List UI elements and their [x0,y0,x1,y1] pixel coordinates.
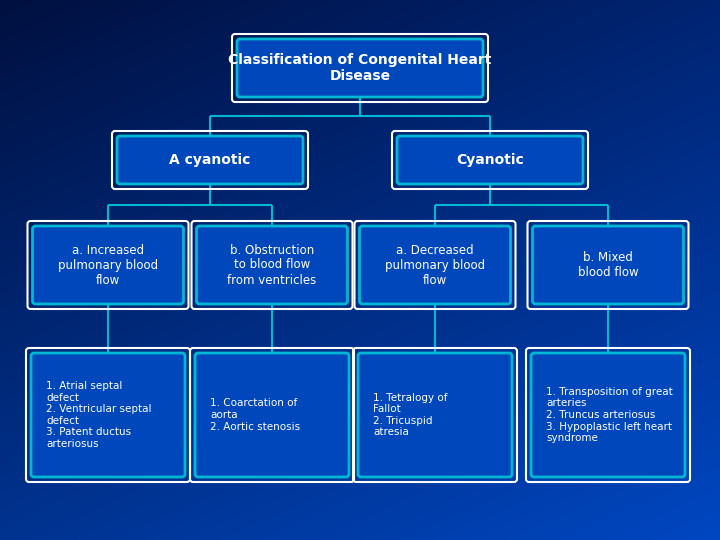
Text: 1. Transposition of great
arteries
2. Truncus arteriosus
3. Hypoplastic left hea: 1. Transposition of great arteries 2. Tr… [546,387,672,443]
FancyBboxPatch shape [31,353,185,477]
FancyBboxPatch shape [359,226,510,304]
FancyBboxPatch shape [397,136,583,184]
FancyBboxPatch shape [195,353,349,477]
Text: A cyanotic: A cyanotic [169,153,251,167]
Text: 1. Coarctation of
aorta
2. Aortic stenosis: 1. Coarctation of aorta 2. Aortic stenos… [210,399,300,431]
Text: 1. Tetralogy of
Fallot
2. Tricuspid
atresia: 1. Tetralogy of Fallot 2. Tricuspid atre… [373,393,448,437]
Text: 1. Atrial septal
defect
2. Ventricular septal
defect
3. Patent ductus
arteriosus: 1. Atrial septal defect 2. Ventricular s… [46,381,151,449]
FancyBboxPatch shape [358,353,512,477]
Text: b. Obstruction
to blood flow
from ventricles: b. Obstruction to blood flow from ventri… [228,244,317,287]
FancyBboxPatch shape [117,136,303,184]
FancyBboxPatch shape [533,226,683,304]
Text: a. Increased
pulmonary blood
flow: a. Increased pulmonary blood flow [58,244,158,287]
FancyBboxPatch shape [237,39,483,97]
FancyBboxPatch shape [197,226,348,304]
Text: Classification of Congenital Heart
Disease: Classification of Congenital Heart Disea… [228,53,492,83]
Text: Cyanotic: Cyanotic [456,153,524,167]
Text: b. Mixed
blood flow: b. Mixed blood flow [577,251,639,279]
Text: a. Decreased
pulmonary blood
flow: a. Decreased pulmonary blood flow [385,244,485,287]
FancyBboxPatch shape [531,353,685,477]
FancyBboxPatch shape [32,226,184,304]
